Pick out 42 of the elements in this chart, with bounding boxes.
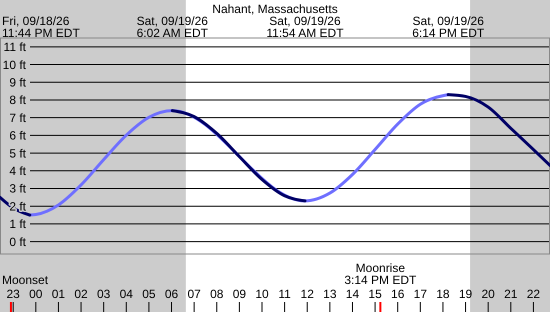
x-tick-label: 15 bbox=[368, 287, 382, 301]
y-tick-label: 9 ft bbox=[9, 75, 27, 90]
y-tick-label: 5 ft bbox=[9, 146, 27, 160]
x-tick-label: 19 bbox=[458, 287, 473, 301]
x-tick-label: 10 bbox=[255, 287, 269, 301]
ref-line-label: Moonrise 3:14 PM EDT bbox=[344, 261, 418, 287]
y-tick-label: 7 ft bbox=[9, 110, 27, 125]
x-tick-label: 18 bbox=[436, 287, 450, 301]
x-tick-label: 02 bbox=[74, 287, 88, 301]
y-tick-label: 11 ft bbox=[4, 40, 27, 54]
x-tick-label: 12 bbox=[300, 287, 314, 301]
x-tick-label: 11 bbox=[278, 287, 292, 301]
x-tick-label: 20 bbox=[481, 287, 496, 301]
x-tick-label: 22 bbox=[526, 287, 540, 301]
y-tick-label: 10 ft bbox=[2, 58, 27, 72]
x-tick-label: 07 bbox=[187, 287, 202, 301]
x-tick-label: 06 bbox=[164, 287, 179, 301]
annotation: Fri, 09/18/26 11:44 PM EDT bbox=[2, 14, 80, 40]
x-tick-label: 04 bbox=[120, 287, 134, 301]
y-tick-label: 6 ft bbox=[9, 128, 27, 143]
y-tick-label: 1 ft bbox=[9, 217, 27, 232]
x-tick-label: 13 bbox=[323, 287, 337, 301]
x-tick-label: 21 bbox=[504, 287, 518, 301]
x-tick-label: 08 bbox=[210, 287, 224, 301]
ref-line-label: Moonset bbox=[2, 273, 49, 287]
x-tick-label: 23 bbox=[6, 287, 20, 301]
chart-title: Nahant, Massachusetts bbox=[212, 2, 338, 16]
x-tick-label: 14 bbox=[346, 287, 360, 301]
x-tick-label: 01 bbox=[52, 287, 66, 301]
annotation: Sat, 09/19/26 6:02 AM EDT bbox=[136, 14, 209, 40]
x-tick-label: 09 bbox=[232, 287, 246, 301]
x-tick-label: 03 bbox=[96, 287, 111, 301]
y-tick-label: 8 ft bbox=[9, 93, 27, 108]
y-tick-label: 0 ft bbox=[9, 234, 27, 249]
x-tick-label: 17 bbox=[414, 287, 428, 301]
annotation: Sat, 09/19/26 11:54 AM EDT bbox=[266, 14, 344, 40]
y-tick-label: 3 ft bbox=[9, 182, 27, 196]
y-tick-label: 4 ft bbox=[9, 164, 27, 178]
x-tick-label: 00 bbox=[29, 287, 43, 301]
x-tick-label: 16 bbox=[391, 287, 405, 301]
x-tick-label: 05 bbox=[142, 287, 156, 301]
annotation: Sat, 09/19/26 6:14 PM EDT bbox=[412, 14, 485, 40]
